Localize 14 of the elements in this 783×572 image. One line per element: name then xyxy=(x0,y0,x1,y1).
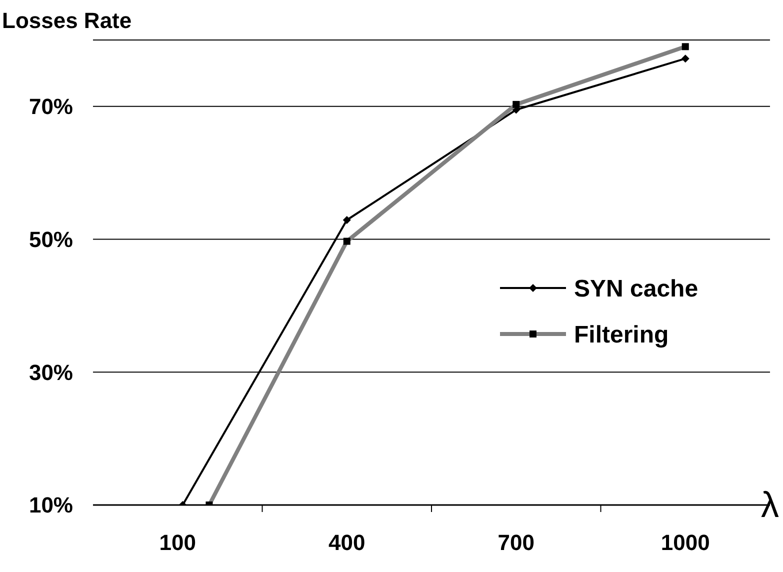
x-axis-title: λ xyxy=(761,484,779,525)
y-axis-title: Losses Rate xyxy=(2,8,132,33)
legend-label: Filtering xyxy=(574,321,669,348)
y-tick-label: 70% xyxy=(28,94,73,120)
y-tick-label: 50% xyxy=(28,226,73,252)
x-tick-label: 400 xyxy=(328,530,366,555)
point xyxy=(681,54,690,63)
y-tick-label: 30% xyxy=(28,360,73,385)
point xyxy=(342,216,351,224)
y-tick-label: 10% xyxy=(28,492,73,518)
legend-label: SYN cache xyxy=(574,275,698,302)
x-tick-label: 100 xyxy=(159,530,196,555)
x-tick-label: 700 xyxy=(498,530,534,555)
x-tick-label: 1000 xyxy=(660,530,710,555)
